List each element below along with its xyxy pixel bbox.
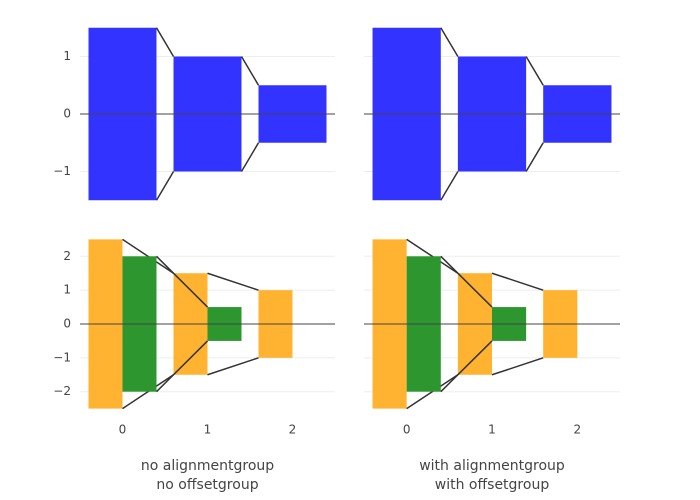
y-tick-label: 2 (63, 249, 71, 263)
x-tick-label: 0 (403, 423, 411, 437)
x-tick-label: 2 (289, 423, 297, 437)
connector (491, 272, 544, 291)
x-tick-label: 1 (204, 423, 212, 437)
connector (406, 374, 459, 410)
x-axis-title: with alignmentgroup (419, 458, 565, 474)
connector (525, 56, 544, 86)
x-tick-label: 1 (488, 423, 496, 437)
y-tick-label: 1 (63, 283, 71, 297)
y-tick-label: −1 (53, 164, 71, 178)
x-axis-title: no offsetgroup (156, 477, 258, 493)
connector (240, 56, 260, 86)
connector (155, 27, 175, 57)
connector (240, 142, 260, 172)
x-axis-title: with offsetgroup (435, 477, 550, 493)
connector (491, 357, 544, 376)
y-tick-label: 1 (63, 49, 71, 63)
connector (440, 27, 459, 57)
connector (207, 357, 259, 376)
connector (122, 374, 174, 410)
connector (440, 171, 459, 201)
connector (155, 340, 209, 393)
y-tick-label: −2 (53, 384, 71, 398)
connector (207, 272, 259, 291)
connector (525, 142, 544, 172)
x-axis-title: no alignmentgroup (141, 458, 274, 474)
connector (440, 340, 493, 393)
connector (155, 255, 209, 308)
connector (155, 171, 175, 201)
y-tick-label: 0 (63, 317, 71, 331)
connector (440, 255, 493, 308)
x-tick-label: 0 (119, 423, 127, 437)
y-tick-label: −1 (53, 350, 71, 364)
x-tick-label: 2 (574, 423, 582, 437)
y-tick-label: 0 (63, 107, 71, 121)
